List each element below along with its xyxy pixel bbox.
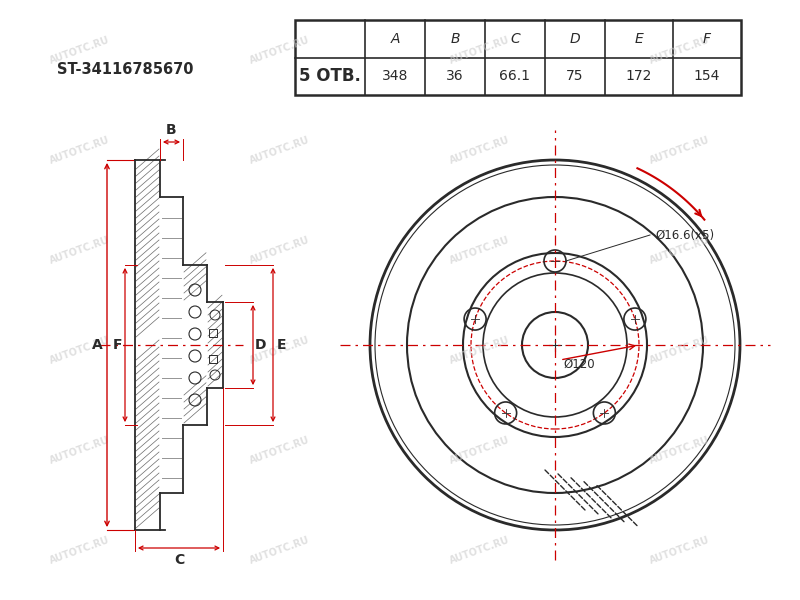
Text: 66.1: 66.1: [499, 69, 530, 83]
Text: E: E: [276, 338, 286, 352]
Text: Ø16.6(x5): Ø16.6(x5): [655, 229, 714, 241]
Text: AUTOTC.RU: AUTOTC.RU: [649, 34, 711, 65]
Text: AUTOTC.RU: AUTOTC.RU: [249, 434, 311, 466]
Text: AUTOTC.RU: AUTOTC.RU: [49, 235, 111, 266]
Text: AUTOTC.RU: AUTOTC.RU: [249, 535, 311, 566]
Text: AUTOTC.RU: AUTOTC.RU: [49, 434, 111, 466]
Text: AUTOTC.RU: AUTOTC.RU: [649, 535, 711, 566]
Text: 172: 172: [626, 69, 652, 83]
Text: AUTOTC.RU: AUTOTC.RU: [649, 134, 711, 166]
Text: AUTOTC.RU: AUTOTC.RU: [649, 334, 711, 365]
Text: AUTOTC.RU: AUTOTC.RU: [249, 134, 311, 166]
Text: AUTOTC.RU: AUTOTC.RU: [449, 434, 511, 466]
Text: AUTOTC.RU: AUTOTC.RU: [49, 535, 111, 566]
Text: 75: 75: [566, 69, 584, 83]
Text: AUTOTC.RU: AUTOTC.RU: [49, 34, 111, 65]
Text: AUTOTC.RU: AUTOTC.RU: [449, 535, 511, 566]
Text: B: B: [450, 32, 460, 46]
Text: AUTOTC.RU: AUTOTC.RU: [649, 434, 711, 466]
Text: AUTOTC.RU: AUTOTC.RU: [649, 235, 711, 266]
Text: 36: 36: [446, 69, 464, 83]
Text: A: A: [92, 338, 102, 352]
Bar: [209, 329, 217, 337]
Bar: [209, 355, 217, 363]
Text: 348: 348: [382, 69, 408, 83]
Text: AUTOTC.RU: AUTOTC.RU: [49, 134, 111, 166]
Text: F: F: [703, 32, 711, 46]
Text: AUTOTC.RU: AUTOTC.RU: [449, 134, 511, 166]
Text: AUTOTC.RU: AUTOTC.RU: [249, 334, 311, 365]
Text: AUTOTC.RU: AUTOTC.RU: [49, 334, 111, 365]
Text: ST-34116785670: ST-34116785670: [57, 62, 194, 77]
Text: C: C: [510, 32, 520, 46]
Text: AUTOTC.RU: AUTOTC.RU: [449, 334, 511, 365]
Text: E: E: [634, 32, 643, 46]
Text: AUTOTC.RU: AUTOTC.RU: [249, 34, 311, 65]
Text: C: C: [174, 553, 184, 567]
Text: D: D: [570, 32, 580, 46]
Text: A: A: [390, 32, 400, 46]
Text: Ø120: Ø120: [563, 358, 594, 371]
Text: AUTOTC.RU: AUTOTC.RU: [449, 34, 511, 65]
Text: B: B: [166, 123, 177, 137]
Text: 154: 154: [694, 69, 720, 83]
Bar: [295, 20, 741, 95]
Text: 5 ОТВ.: 5 ОТВ.: [299, 67, 361, 85]
Text: AUTOTC.RU: AUTOTC.RU: [249, 235, 311, 266]
Text: F: F: [112, 338, 122, 352]
Text: D: D: [255, 338, 266, 352]
Text: AUTOTC.RU: AUTOTC.RU: [449, 235, 511, 266]
